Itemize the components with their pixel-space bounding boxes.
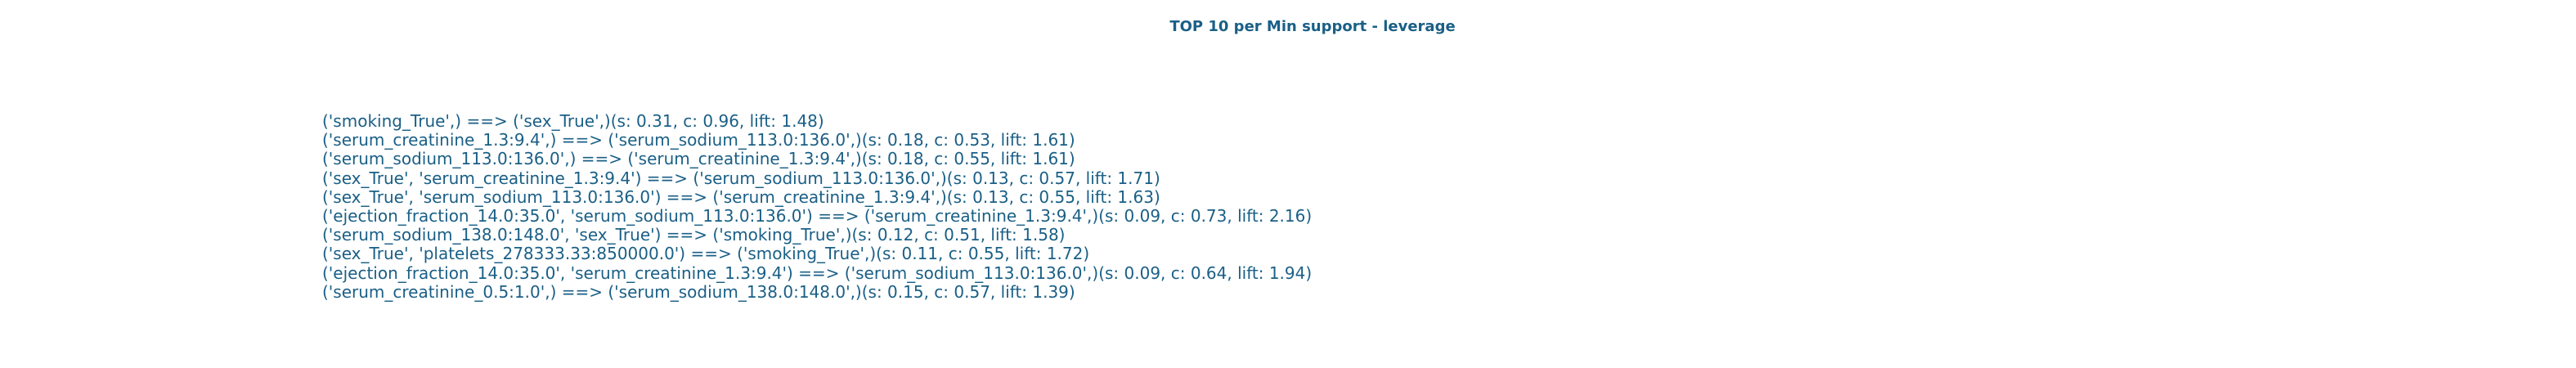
rule-item: ('sex_True', 'serum_sodium_113.0:136.0')…	[322, 186, 1160, 207]
rule-item: ('ejection_fraction_14.0:35.0', 'serum_s…	[322, 205, 1313, 226]
rule-item: ('sex_True', 'platelets_278333.33:850000…	[322, 244, 1090, 264]
rule-item: ('smoking_True',) ==> ('sex_True',)(s: 0…	[322, 111, 824, 131]
rule-item: ('serum_sodium_138.0:148.0', 'sex_True')…	[322, 225, 1066, 245]
rule-item: ('sex_True', 'serum_creatinine_1.3:9.4')…	[322, 168, 1160, 188]
rule-item: ('serum_creatinine_1.3:9.4',) ==> ('seru…	[322, 130, 1075, 150]
figure-title: TOP 10 per Min support - leverage	[1169, 18, 1456, 35]
rule-item: ('ejection_fraction_14.0:35.0', 'serum_c…	[322, 263, 1313, 283]
rule-item: ('serum_creatinine_0.5:1.0',) ==> ('seru…	[322, 281, 1075, 302]
rules-list: ('smoking_True',) ==> ('sex_True',)(s: 0…	[322, 111, 1313, 302]
rule-item: ('serum_sodium_113.0:136.0',) ==> ('seru…	[322, 149, 1075, 169]
